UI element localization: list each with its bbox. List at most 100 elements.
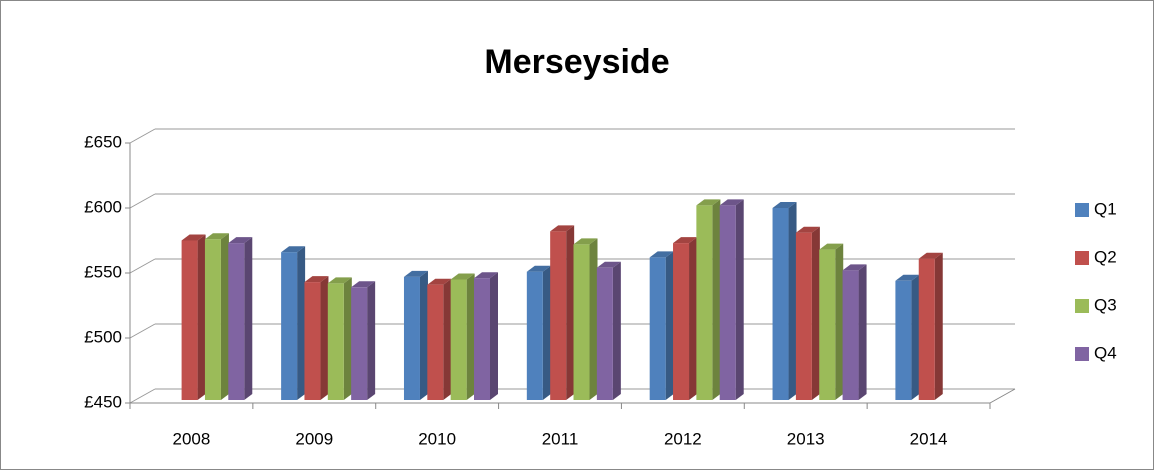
bar <box>895 280 912 400</box>
bar <box>673 243 690 400</box>
bar-top <box>281 246 306 253</box>
bar-side <box>419 270 428 400</box>
bar-side <box>320 276 329 400</box>
bar <box>181 240 198 400</box>
y-tick-label: £650 <box>84 132 122 151</box>
y-tick-label: £450 <box>84 392 122 411</box>
bar-top <box>304 276 329 283</box>
bar-top <box>204 233 229 240</box>
floor-right <box>989 388 1016 404</box>
bar <box>696 205 713 400</box>
bar <box>281 252 298 400</box>
bar-side <box>858 264 867 400</box>
bar-top <box>573 238 598 245</box>
bar-top <box>351 281 376 288</box>
bar-side <box>443 278 452 400</box>
legend-label: Q4 <box>1094 343 1117 362</box>
chart-title: Merseyside <box>484 43 669 81</box>
grid-line-side <box>129 388 156 404</box>
bar-side <box>811 226 820 400</box>
bar-top <box>526 265 551 272</box>
x-tick-label: 2012 <box>664 429 702 448</box>
bar-top <box>403 270 428 277</box>
bar-side <box>712 199 721 400</box>
bar-top <box>842 264 867 271</box>
bar <box>427 284 444 400</box>
grid-line-side <box>129 258 156 274</box>
bar-side <box>735 199 744 400</box>
bar-side <box>689 237 698 400</box>
bar-side <box>835 243 844 400</box>
bar-top <box>649 251 674 258</box>
legend-swatch <box>1075 299 1089 313</box>
bar <box>819 249 836 400</box>
bar <box>327 283 344 400</box>
bar <box>450 279 467 400</box>
bar-top <box>327 277 352 284</box>
x-tick-label: 2011 <box>542 429 579 448</box>
bar-side <box>343 277 352 400</box>
bar-top <box>450 273 475 280</box>
legend-swatch <box>1075 251 1089 265</box>
grid-line-side <box>129 323 156 339</box>
x-tick-label: 2013 <box>787 429 825 448</box>
bar <box>304 282 321 400</box>
x-tick-label: 2008 <box>173 429 211 448</box>
x-tick-label: 2014 <box>910 429 948 448</box>
bar <box>772 208 789 400</box>
bar <box>596 267 613 400</box>
bar <box>842 270 859 400</box>
bar-side <box>612 261 621 400</box>
bar <box>649 257 666 400</box>
bar-side <box>197 234 206 400</box>
bar-top <box>918 252 943 259</box>
bar <box>228 243 245 400</box>
y-tick-label: £500 <box>84 327 122 346</box>
bar-side <box>566 225 575 400</box>
bar-side <box>490 272 498 400</box>
bar-side <box>220 233 229 400</box>
bar-side <box>367 281 376 400</box>
bar-top <box>895 274 920 281</box>
bar-top <box>427 278 452 285</box>
y-tick-label: £600 <box>84 197 122 216</box>
legend-swatch <box>1075 347 1089 361</box>
bar-top <box>772 202 797 208</box>
bar-top <box>181 234 206 241</box>
bar <box>719 205 736 400</box>
bar-top <box>795 226 820 233</box>
bar <box>204 239 221 400</box>
bar <box>573 244 590 400</box>
legend-label: Q1 <box>1094 199 1117 218</box>
bar <box>795 232 812 400</box>
bar-top <box>474 272 498 279</box>
legend-label: Q3 <box>1094 295 1117 314</box>
bar-top <box>673 237 698 244</box>
bar-side <box>466 273 475 400</box>
bar-side <box>665 251 674 400</box>
legend-swatch <box>1075 203 1089 217</box>
grid-line-side <box>129 128 156 144</box>
bar-side <box>589 238 598 400</box>
bar-top <box>696 199 721 206</box>
bar-top <box>596 261 621 268</box>
bar-side <box>542 265 551 400</box>
bar-top <box>228 237 253 244</box>
bar <box>351 287 368 400</box>
y-tick-label: £550 <box>84 262 122 281</box>
grid-line-side <box>129 193 156 209</box>
bar <box>403 276 420 400</box>
bar-side <box>911 274 920 400</box>
bar-side <box>244 237 253 400</box>
bar <box>918 258 935 400</box>
x-tick-label: 2009 <box>295 429 333 448</box>
bar-top <box>719 199 744 206</box>
bar <box>474 278 490 400</box>
x-tick-label: 2010 <box>418 429 456 448</box>
bar-top <box>819 243 844 250</box>
bar <box>550 231 567 400</box>
bar-side <box>934 252 943 400</box>
bar-side <box>788 202 797 400</box>
